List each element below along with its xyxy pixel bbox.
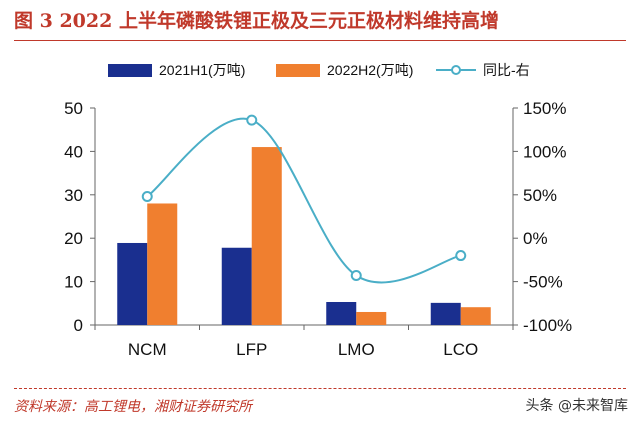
title-divider: [14, 40, 626, 41]
left-tick-label: 10: [64, 273, 83, 292]
legend-label: 2022H2(万吨): [327, 62, 413, 78]
left-tick-label: 50: [64, 99, 83, 118]
bar: [356, 311, 387, 325]
legend-label: 2021H1(万吨): [159, 62, 245, 78]
left-tick-label: 30: [64, 186, 83, 205]
watermark: 头条 @未来智库: [525, 398, 628, 414]
footer-divider: [14, 388, 626, 389]
bar: [430, 302, 461, 325]
source-note: 资料来源：高工锂电，湘财证券研究所: [14, 399, 252, 415]
legend-swatch: [276, 64, 320, 77]
yoy-line-point: [455, 250, 467, 262]
yoy-line-point: [141, 191, 153, 203]
category-label: LCO: [443, 340, 478, 359]
left-tick-label: 20: [64, 229, 83, 248]
yoy-line-point: [350, 270, 362, 282]
category-label: LMO: [338, 340, 375, 359]
left-tick-label: 0: [74, 316, 83, 335]
right-tick-label: -100%: [523, 316, 572, 335]
yoy-line: [141, 114, 467, 284]
tick-labels: 0 10 20 30 40 50 -100% -50% 0% 50% 100% 150% NCM LFP L…: [64, 99, 572, 359]
category-label: LFP: [236, 340, 267, 359]
bars: [117, 147, 491, 325]
bar: [251, 147, 282, 325]
legend-label: 同比-右: [483, 62, 530, 78]
right-tick-label: 100%: [523, 142, 566, 161]
left-tick-label: 40: [64, 142, 83, 161]
bar: [221, 247, 252, 325]
right-tick-label: 150%: [523, 99, 566, 118]
bar: [117, 242, 148, 325]
right-tick-label: 50%: [523, 186, 557, 205]
right-tick-label: -50%: [523, 273, 563, 292]
yoy-line-point: [246, 114, 258, 126]
yoy-line-path: [146, 117, 461, 284]
right-tick-label: 0%: [523, 229, 548, 248]
page-title: 图 3 2022 上半年磷酸铁锂正极及三元正极材料维持高增: [14, 10, 499, 32]
bar: [460, 307, 491, 325]
bar: [147, 203, 178, 325]
legend-line-marker: [451, 65, 461, 75]
category-label: NCM: [128, 340, 167, 359]
legend-swatch: [108, 64, 152, 77]
bar: [326, 301, 357, 325]
legend: 2021H1(万吨) 2022H2(万吨) 同比-右: [108, 62, 530, 78]
